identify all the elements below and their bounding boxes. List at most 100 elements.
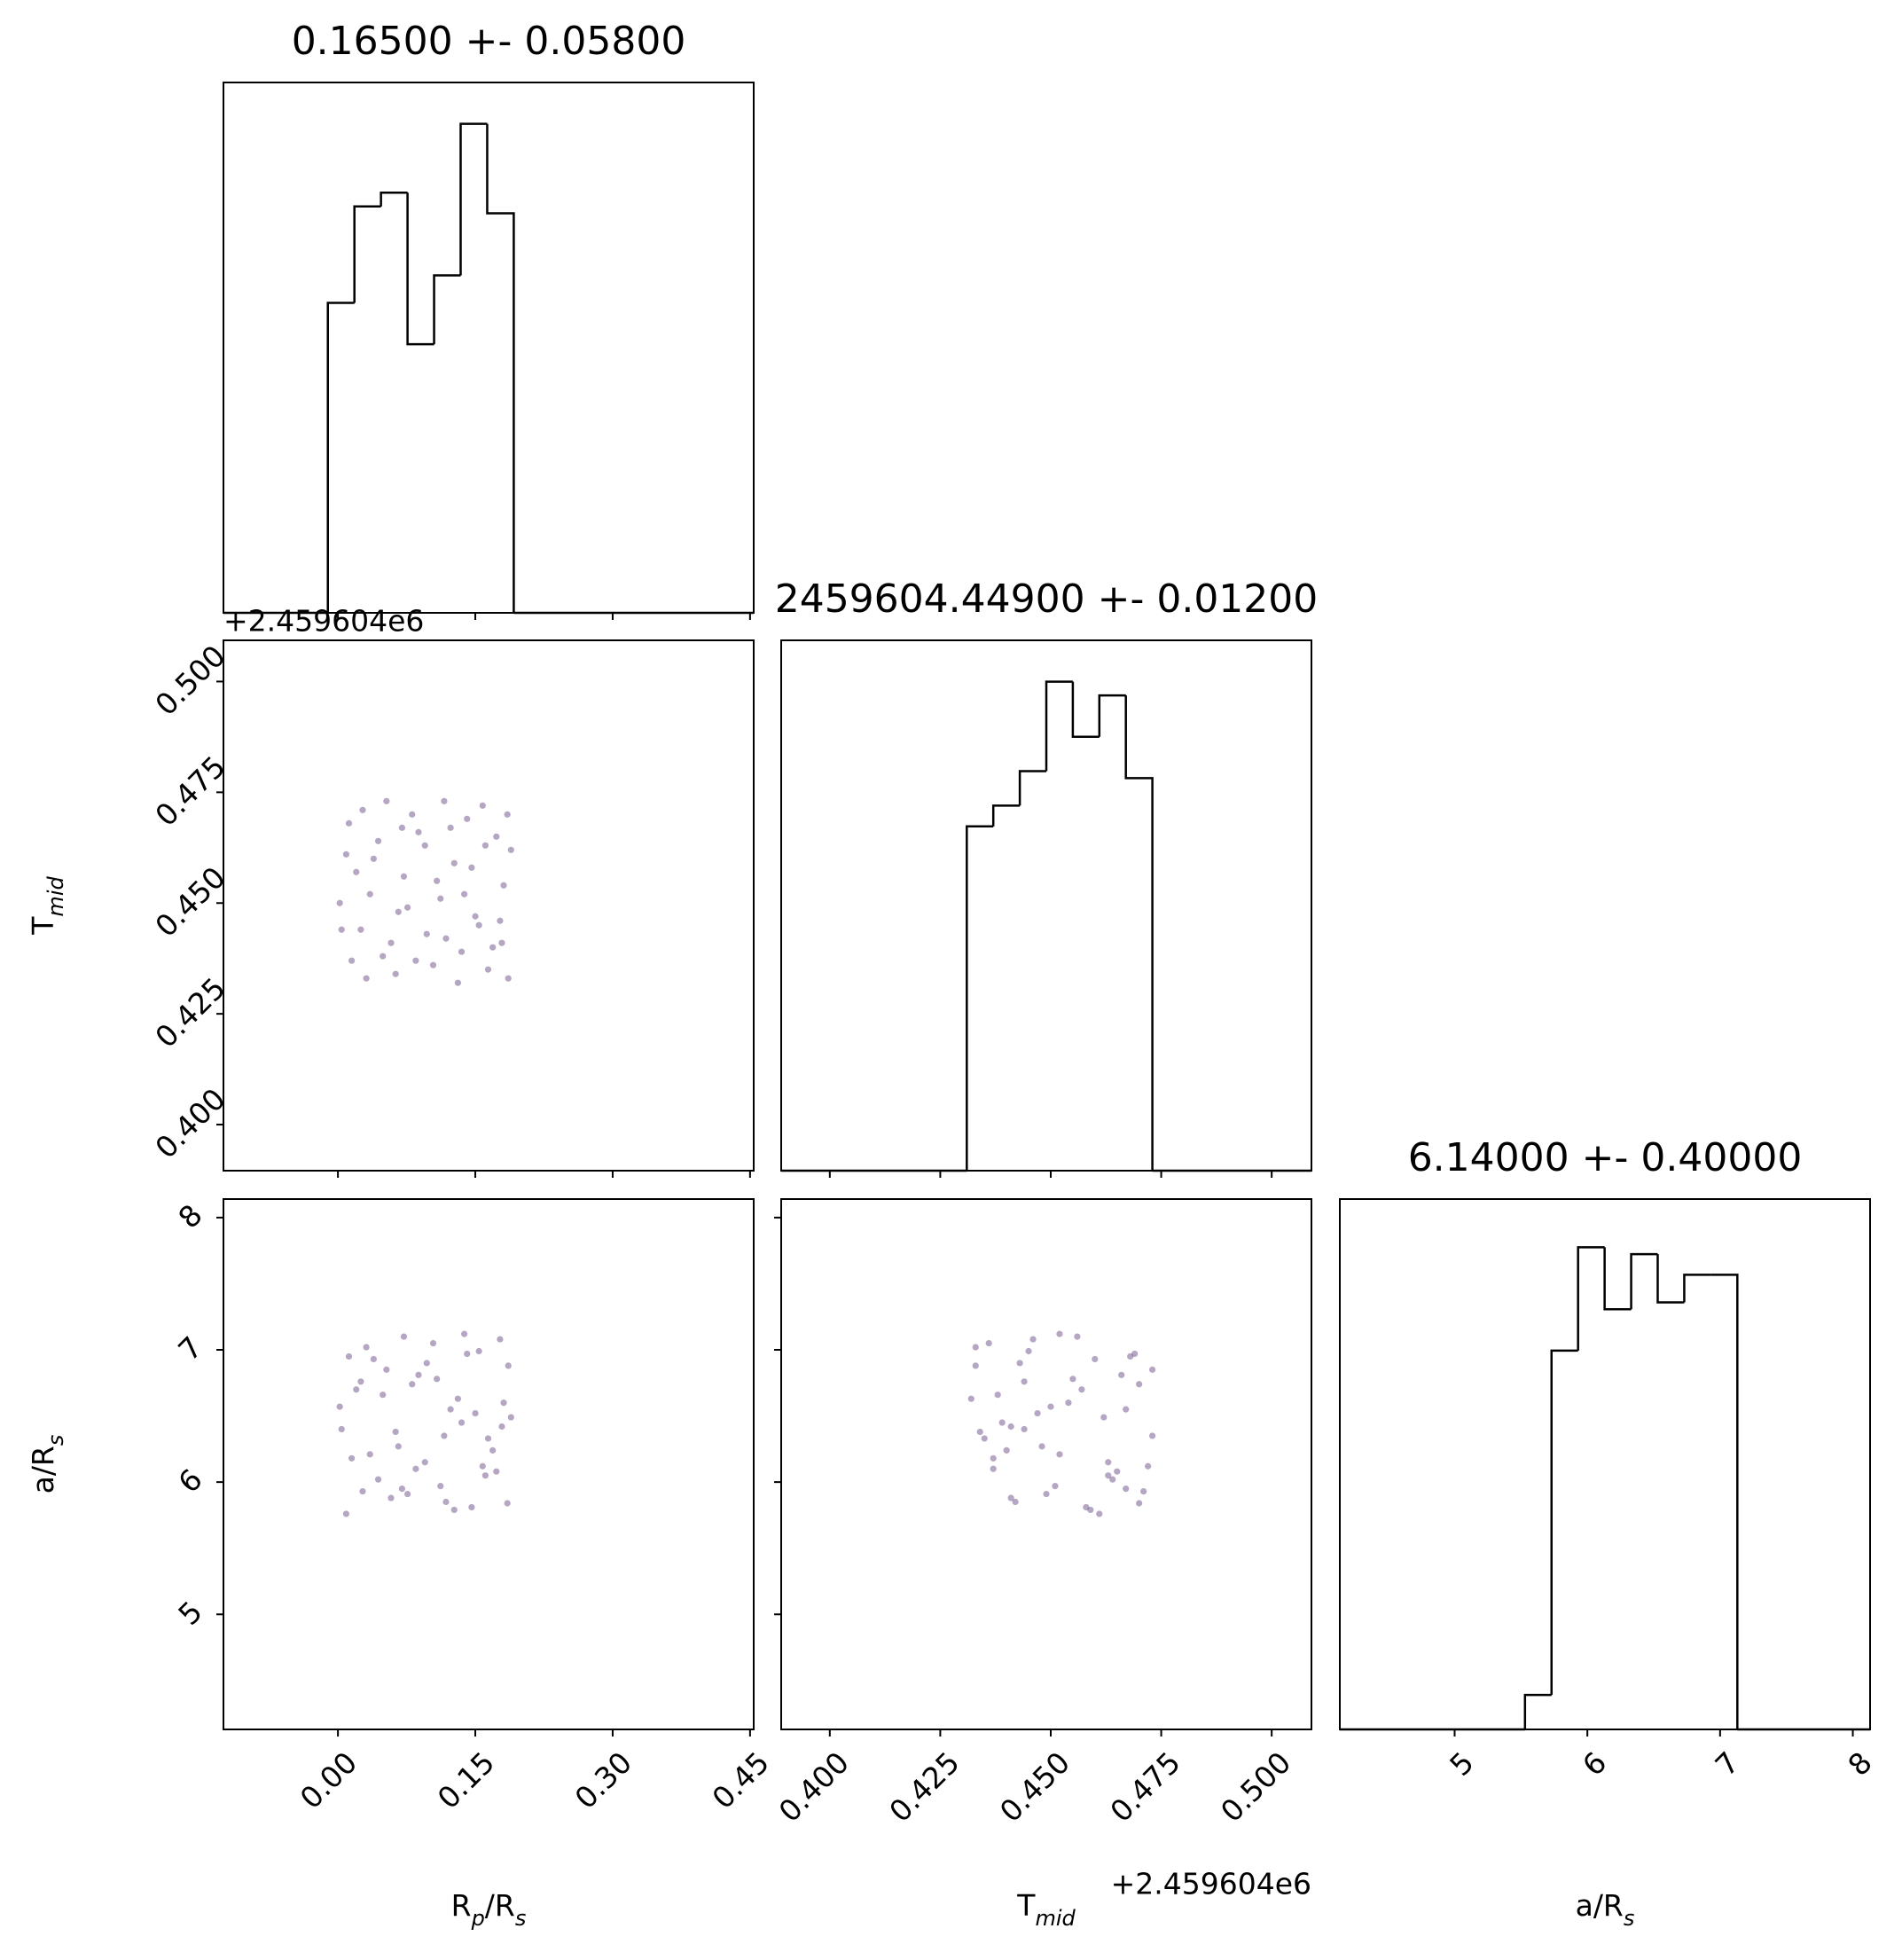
x-tick-label: 0.425 [882,1745,966,1829]
scatter-point [1087,1506,1094,1514]
y-tick-label: 5 [171,1595,208,1632]
scatter-point [387,1494,395,1501]
scatter-point [498,1423,505,1431]
axis-label: a/Rs [1576,1888,1635,1932]
scatter-point [348,957,356,964]
scatter-point [353,868,360,875]
x-tick-label: 7 [1709,1745,1746,1783]
scatter-point [348,1454,356,1462]
scatter-point [493,1468,500,1475]
scatter-point [363,1344,370,1351]
scatter-point [1074,1333,1081,1340]
scatter-point [398,1485,405,1493]
scatter-point [1083,1503,1090,1511]
scatter-point [1109,1476,1116,1483]
y-tick-label: 7 [171,1329,208,1367]
scatter-point [1131,1350,1139,1358]
hist-bin [1577,1246,1605,1351]
x-tick-label: 0.450 [993,1745,1076,1829]
scatter-point [383,1366,390,1373]
scatter-point [507,846,514,853]
hist-bin [1045,680,1073,772]
scatter-point [1052,1483,1059,1490]
scatter-point [409,1381,416,1388]
scatter-point [498,939,505,946]
scatter-point [1149,1366,1156,1373]
panel-frame [780,639,1312,1172]
scatter-point [342,851,349,858]
scatter-point [1025,1347,1032,1355]
scatter-point [472,913,479,920]
scatter-point [1145,1462,1152,1470]
scatter-point [442,935,450,942]
scatter-point [415,828,422,835]
scatter-point [342,1510,349,1517]
axis-label: a/Rs [26,1435,69,1494]
scatter-point [383,797,390,804]
scatter-point [1092,1355,1099,1363]
scatter-point [1007,1494,1014,1501]
scatter-point [493,833,500,840]
scatter-point [475,921,482,929]
scatter-point [353,1386,360,1393]
hist-bin [1098,694,1126,737]
y-tick-label: 0.500 [148,639,231,722]
hist-bin [326,302,355,613]
scatter-point [1136,1381,1143,1388]
scatter-point [1003,1446,1010,1454]
scatter-point [484,966,492,973]
axis-label-part: a/R [26,1446,60,1494]
x-tick-label: 0.400 [772,1745,856,1829]
y-tick-label: 0.400 [148,1081,231,1164]
scatter-point [454,1395,462,1402]
scatter-point [464,815,471,822]
scatter-point [1021,1425,1028,1433]
x-tick-label: 0.30 [568,1745,639,1816]
hist-bin [486,123,515,613]
hist-bin [406,192,434,346]
scatter-point [454,979,462,986]
scatter-point [374,837,382,844]
scatter-point [489,944,497,951]
scatter-point [450,859,458,866]
axis-label-part: s [1624,1906,1635,1931]
scatter-point [363,975,370,982]
scatter-point [998,1419,1006,1426]
scatter-point [1149,1432,1156,1439]
panel-title: 2459604.44900 +- 0.01200 [775,576,1319,622]
axis-label-part: /R [485,1888,515,1923]
scatter-point [481,842,489,849]
scatter-point [387,939,395,946]
scatter-point [505,1362,512,1369]
hist-bin [1523,1693,1552,1729]
scatter-point [441,1432,448,1439]
hist-bin [1603,1247,1632,1311]
scatter-point [475,1347,482,1355]
scatter-point [366,1451,373,1458]
panel-frame [780,1198,1312,1730]
scatter-point [392,970,399,977]
scatter-point [972,1344,979,1351]
axis-label-part: R [451,1888,472,1923]
scatter-point [1012,1498,1019,1506]
hist-bin [1124,695,1154,1171]
scatter-point [398,824,405,831]
scatter-point [489,1446,497,1454]
axis-label-part: a/R [1576,1888,1624,1923]
panel-frame [223,82,755,614]
scatter-point [468,864,475,871]
scatter-point [458,1419,466,1426]
scatter-point [990,1465,997,1472]
x-tick-label: 0.475 [1103,1745,1186,1829]
scatter-point [507,1414,514,1421]
scatter-point [412,957,419,964]
hist-bin [1071,681,1100,738]
scatter-point [504,811,511,818]
axis-label-part: T [26,916,60,936]
scatter-point [976,1428,983,1436]
scatter-point [338,926,345,933]
scatter-point [380,1392,387,1399]
hist-bin [1683,1274,1711,1303]
axis-label-part: mid [1035,1906,1076,1931]
